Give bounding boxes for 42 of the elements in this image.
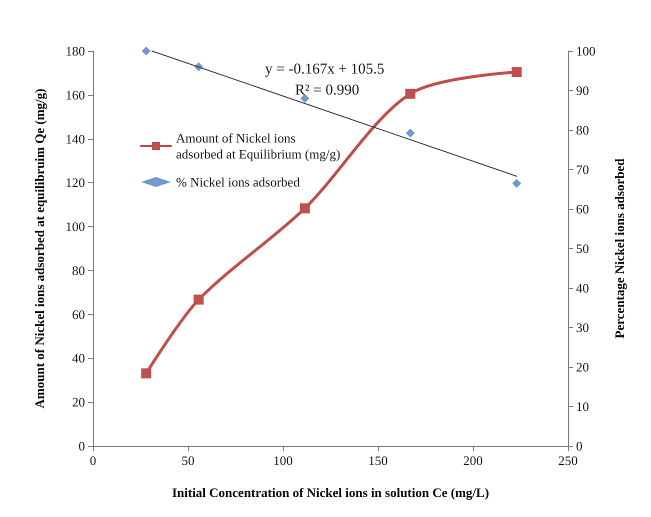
y2-tick-label: 100 [576, 44, 596, 58]
y-tick-label: 80 [72, 262, 85, 278]
point [300, 203, 310, 214]
y-tick-label: 100 [66, 219, 85, 234]
legend-label: % Nickel ions adsorbed [176, 174, 300, 190]
y-tick-label: 160 [66, 87, 85, 102]
y2-tick-label: 10 [576, 399, 589, 414]
y-axis-title: Amount of Nickel ions adsorbed at equilibruim Qe (mg/g) [32, 88, 47, 408]
legend-label: Amount of Nickel ions adsorbed at Equilibrium (mg/g) [176, 130, 340, 162]
x-tick-label: 200 [463, 453, 483, 468]
x-tick-label: 0 [90, 453, 96, 468]
point [141, 368, 152, 378]
x-tick-label: 50 [182, 453, 194, 468]
point [512, 178, 522, 188]
x-axis-title: Initial Concentration of Nickel ions in solution Ce (mg/L) [172, 485, 490, 500]
point [142, 46, 151, 56]
y-tick-label: 40 [72, 350, 85, 366]
point [194, 294, 204, 305]
y2-tick-label: 40 [576, 280, 589, 296]
annotation: y = -0.167x + 105.5 [265, 62, 384, 78]
y2-tick-label: 60 [576, 202, 589, 216]
y2-tick-label: 50 [576, 241, 589, 256]
x-tick-label: 250 [558, 453, 578, 468]
x-tick-label: 100 [273, 453, 293, 468]
y2-tick-label: 20 [576, 360, 589, 374]
y2-axis-title: Percentage Nickel ions adsorbed [612, 158, 627, 338]
y-tick-label: 0 [78, 438, 85, 454]
point [512, 67, 522, 78]
point [406, 128, 415, 138]
annotation: R² = 0.990 [295, 82, 360, 98]
y2-tick-label: 80 [576, 122, 589, 138]
y-tick-label: 120 [66, 175, 85, 190]
y-tick-label: 60 [72, 306, 85, 322]
y2-tick-label: 90 [576, 83, 589, 98]
y-tick-label: 180 [66, 44, 85, 58]
y2-tick-label: 70 [576, 162, 589, 177]
x-tick-label: 150 [368, 453, 388, 468]
point [405, 88, 416, 99]
y2-tick-label: 0 [576, 438, 582, 454]
y-tick-label: 20 [72, 394, 85, 410]
y-tick-label: 140 [66, 131, 85, 146]
y2-tick-label: 30 [576, 320, 589, 335]
